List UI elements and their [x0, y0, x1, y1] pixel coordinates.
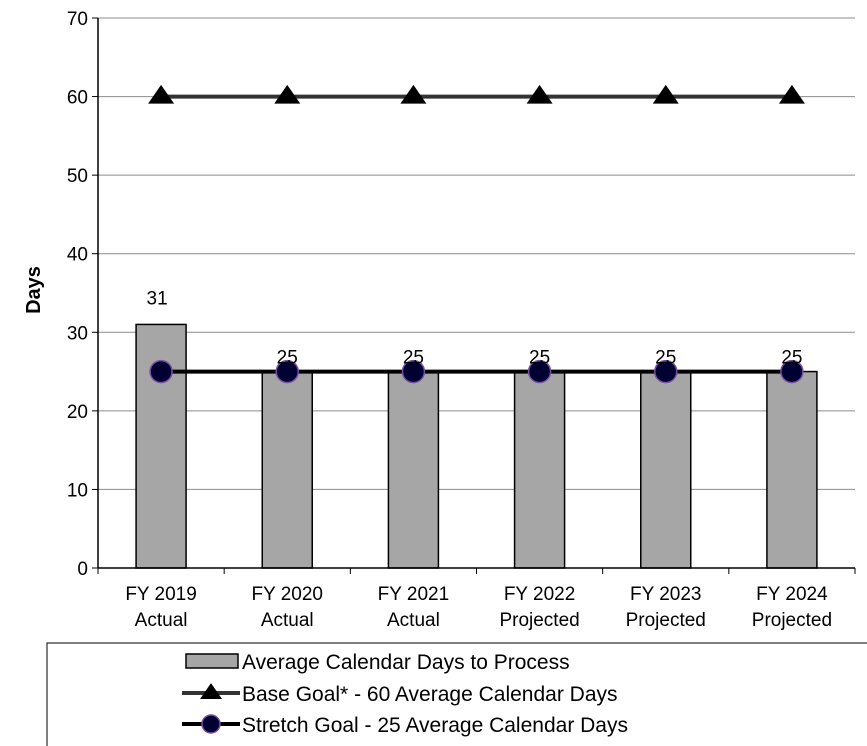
y-tick-label: 50: [67, 166, 88, 187]
gridlines: [98, 17, 855, 490]
triangle-marker: [148, 84, 175, 104]
y-tick-label: 70: [67, 9, 88, 30]
data-label: 25: [529, 348, 550, 369]
bar: [766, 370, 818, 569]
circle-marker: [780, 359, 804, 384]
x-category-label: Actual: [387, 610, 440, 631]
y-tick-labels: 0 10 20 30 40 50 60 70: [67, 9, 88, 580]
bar: [261, 370, 313, 569]
circle-marker: [275, 359, 299, 384]
axes: [92, 17, 856, 574]
bar: [640, 370, 692, 569]
legend-label: Base Goal* - 60 Average Calendar Days: [242, 683, 618, 706]
bar-series: [135, 323, 818, 569]
x-category-label: Projected: [626, 610, 706, 631]
data-label: 25: [403, 348, 424, 369]
y-tick-label: 40: [67, 245, 88, 266]
triangle-marker: [652, 84, 679, 104]
x-category-label: FY 2022: [504, 584, 575, 605]
x-category-label: Actual: [261, 610, 314, 631]
x-category-labels: FY 2019 Actual FY 2020 Actual FY 2021 Actual F…: [125, 584, 832, 631]
bar: [513, 370, 566, 569]
x-category-label: Actual: [135, 610, 188, 631]
data-label: 25: [277, 348, 298, 369]
x-category-label: FY 2023: [630, 584, 701, 605]
x-category-label: Projected: [752, 610, 832, 631]
circle-marker: [201, 714, 221, 734]
x-category-label: Projected: [499, 610, 579, 631]
legend: Average Calendar Days to Process Base Goa…: [46, 642, 867, 746]
circle-marker: [527, 359, 552, 384]
legend-label: Stretch Goal - 25 Average Calendar Days: [242, 714, 628, 737]
triangle-marker: [200, 683, 222, 699]
data-labels: 31 25 25 25 25 25: [147, 288, 803, 368]
circle-marker: [149, 359, 173, 384]
x-category-label: FY 2024: [756, 584, 828, 605]
x-category-label: FY 2021: [378, 584, 449, 605]
circle-marker: [401, 359, 426, 384]
x-category-label: FY 2019: [125, 584, 196, 605]
triangle-marker: [526, 84, 553, 104]
y-tick-label: 60: [67, 88, 88, 109]
circle-marker: [654, 359, 678, 384]
line-series: [148, 84, 805, 384]
data-label: 25: [781, 348, 802, 369]
y-axis-title: Days: [23, 266, 45, 314]
triangle-marker: [400, 84, 427, 104]
legend-label: Average Calendar Days to Process: [242, 651, 570, 674]
y-tick-label: 10: [67, 480, 88, 501]
triangle-marker: [778, 84, 805, 104]
data-label: 31: [147, 288, 168, 309]
y-tick-label: 30: [67, 323, 88, 344]
bar: [387, 370, 440, 569]
legend-swatch: [185, 653, 239, 669]
triangle-marker: [274, 84, 301, 104]
x-category-label: FY 2020: [252, 584, 323, 605]
data-label: 25: [655, 348, 676, 369]
y-tick-label: 20: [67, 402, 88, 423]
y-tick-label: 0: [77, 559, 88, 580]
